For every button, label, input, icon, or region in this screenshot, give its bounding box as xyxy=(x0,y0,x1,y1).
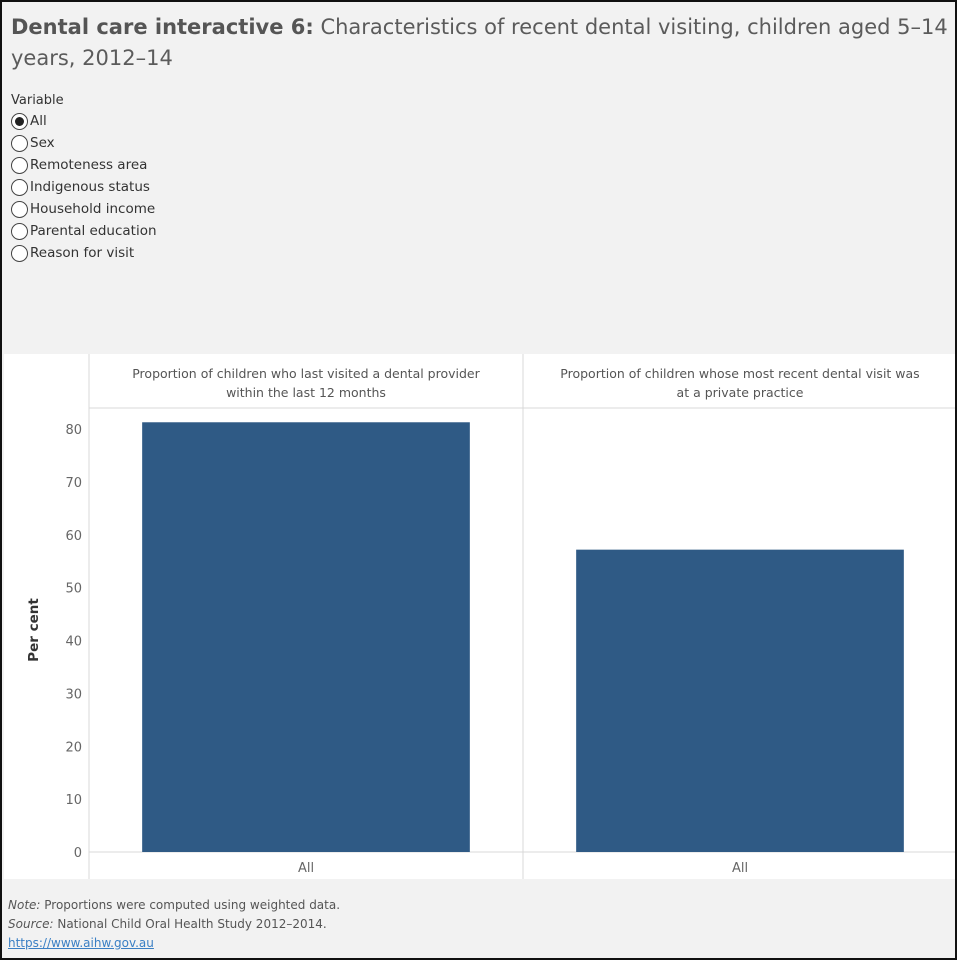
radio-button-icon[interactable] xyxy=(11,244,28,262)
radio-option-parental-education[interactable]: Parental education xyxy=(11,220,311,242)
bar-all xyxy=(142,422,470,852)
bar-chart: 0 10 20 30 40 50 60 70 80 Per cent Proportion of c… xyxy=(26,354,955,879)
variable-filter: Variable All Sex Remoteness area Indigenous… xyxy=(11,92,311,264)
page-title-bold: Dental care interactive 6: xyxy=(11,15,314,39)
radio-option-sex[interactable]: Sex xyxy=(11,132,311,154)
source-line: Source: National Child Oral Health Study… xyxy=(8,915,948,934)
y-tick-label: 80 xyxy=(65,423,82,438)
radio-option-indigenous-status[interactable]: Indigenous status xyxy=(11,176,311,198)
radio-option-reason-for-visit[interactable]: Reason for visit xyxy=(11,242,311,264)
panel-title-line: within the last 12 months xyxy=(226,385,386,400)
radio-button-icon[interactable] xyxy=(11,178,28,196)
x-tick-label: All xyxy=(298,861,314,876)
source-text: National Child Oral Health Study 2012–20… xyxy=(53,917,327,931)
y-tick-label: 20 xyxy=(65,740,82,755)
y-tick-label: 60 xyxy=(65,529,82,544)
panel-title-line: at a private practice xyxy=(677,385,804,400)
chart-area: 0 10 20 30 40 50 60 70 80 Per cent Proportion of c… xyxy=(4,354,955,879)
radio-option-label: All xyxy=(30,113,47,129)
y-tick-label: 70 xyxy=(65,476,82,491)
panel-title-line: Proportion of children whose most recent… xyxy=(560,366,919,381)
page-title: Dental care interactive 6: Characteristi… xyxy=(11,12,951,74)
notes: Note: Proportions were computed using we… xyxy=(8,896,948,953)
radio-option-label: Reason for visit xyxy=(30,245,135,261)
radio-option-label: Indigenous status xyxy=(30,179,150,195)
source-label: Source: xyxy=(8,917,54,931)
radio-option-label: Parental education xyxy=(30,223,157,239)
radio-button-icon[interactable] xyxy=(11,156,28,174)
y-tick-label: 10 xyxy=(65,793,82,808)
page-title-rest: Characteristics of recent dental visitin… xyxy=(11,15,948,70)
note-text: Proportions were computed using weighted… xyxy=(40,898,341,912)
note-label: Note: xyxy=(8,898,41,912)
note-line: Note: Proportions were computed using we… xyxy=(8,896,948,915)
radio-option-label: Sex xyxy=(30,135,55,151)
y-axis-label: Per cent xyxy=(26,598,42,662)
bar-all xyxy=(576,549,904,852)
radio-list: All Sex Remoteness area Indigenous status Ho… xyxy=(11,110,311,264)
y-tick-label: 30 xyxy=(65,687,82,702)
radio-button-icon[interactable] xyxy=(11,222,28,240)
radio-button-icon[interactable] xyxy=(11,200,28,218)
y-tick-label: 40 xyxy=(65,635,82,650)
radio-option-label: Household income xyxy=(30,201,156,217)
radio-option-remoteness-area[interactable]: Remoteness area xyxy=(11,154,311,176)
x-tick-label: All xyxy=(732,861,748,876)
radio-option-household-income[interactable]: Household income xyxy=(11,198,311,220)
radio-button-icon[interactable] xyxy=(11,134,28,152)
radio-option-label: Remoteness area xyxy=(30,157,148,173)
y-tick-label: 50 xyxy=(65,582,82,597)
y-tick-label: 0 xyxy=(74,846,82,861)
radio-button-icon[interactable] xyxy=(11,112,28,130)
aihw-link[interactable]: https://www.aihw.gov.au xyxy=(8,936,154,950)
filter-label: Variable xyxy=(11,93,64,108)
radio-option-all[interactable]: All xyxy=(11,110,311,132)
panel-title-line: Proportion of children who last visited … xyxy=(132,366,480,381)
